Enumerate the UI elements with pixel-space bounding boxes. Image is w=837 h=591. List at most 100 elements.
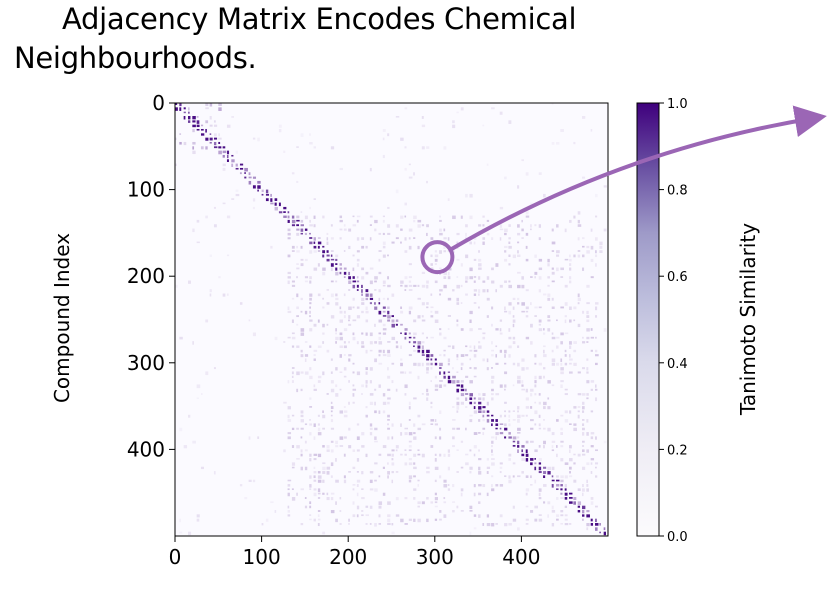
heatmap-cell [317, 293, 321, 297]
heatmap-cell [291, 345, 295, 348]
heatmap-cell [512, 475, 515, 478]
heatmap-cell [530, 440, 534, 443]
heatmap-cell [560, 267, 564, 271]
heatmap-cell [560, 445, 564, 448]
heatmap-cell [391, 319, 395, 323]
heatmap-cell [196, 397, 199, 400]
heatmap-cell [309, 406, 313, 408]
heatmap-cell [465, 276, 469, 280]
heatmap-cell [352, 319, 357, 322]
heatmap-cell [469, 393, 473, 397]
heatmap-cell [287, 336, 291, 339]
heatmap-cell [387, 514, 391, 518]
heatmap-cell [560, 514, 564, 517]
heatmap-cell [352, 224, 357, 227]
heatmap-cell [226, 150, 230, 155]
heatmap-cell [569, 263, 572, 266]
heatmap-cell [391, 380, 394, 384]
heatmap-cell [248, 479, 252, 482]
heatmap-cell [265, 189, 269, 194]
heatmap-cell [417, 375, 420, 380]
heatmap-cell [577, 211, 581, 215]
heatmap-cell [395, 224, 399, 228]
heatmap-cell [196, 384, 201, 389]
heatmap-cell [508, 453, 512, 457]
heatmap-cell [352, 297, 355, 301]
heatmap-cell [538, 258, 543, 262]
heatmap-cell [456, 258, 460, 261]
heatmap-cell [179, 531, 183, 534]
heatmap-cell [586, 419, 589, 423]
heatmap-cell [218, 276, 221, 279]
heatmap-cell [508, 414, 511, 418]
heatmap-cell [365, 371, 368, 375]
heatmap-cell [478, 306, 480, 309]
heatmap-cell [538, 458, 542, 462]
heatmap-cell [313, 384, 316, 388]
heatmap-cell [300, 371, 304, 374]
heatmap-cell [504, 354, 506, 358]
heatmap-cell [257, 137, 260, 142]
heatmap-cell [369, 341, 373, 345]
heatmap-cell [508, 254, 511, 258]
heatmap-cell [573, 349, 577, 353]
heatmap-cell [265, 518, 269, 522]
heatmap-cell [478, 466, 481, 471]
heatmap-cell [478, 258, 482, 262]
heatmap-cell [222, 167, 226, 171]
heatmap-cell [499, 284, 503, 288]
heatmap-cell [573, 306, 577, 310]
heatmap-cell [569, 445, 572, 449]
heatmap-cell [530, 228, 532, 231]
heatmap-cell [465, 224, 468, 228]
heatmap-cell [313, 423, 316, 428]
heatmap-cell [582, 427, 585, 431]
heatmap-cell [209, 254, 212, 257]
heatmap-cell [369, 280, 373, 285]
heatmap-cell [434, 505, 438, 508]
heatmap-cell [382, 310, 386, 313]
heatmap-cell [361, 245, 365, 249]
heatmap-cell [530, 341, 533, 345]
heatmap-cell [378, 232, 382, 235]
heatmap-cell [300, 310, 303, 313]
heatmap-cell [460, 107, 464, 111]
heatmap-cell [538, 427, 542, 430]
heatmap-cell [391, 471, 394, 474]
heatmap-cell [317, 237, 321, 239]
heatmap-cell [391, 423, 394, 427]
heatmap-cell [564, 488, 567, 491]
heatmap-cell [408, 458, 412, 461]
heatmap-cell [387, 397, 391, 400]
heatmap-cell [361, 514, 364, 517]
heatmap-cell [209, 133, 212, 135]
heatmap-cell [547, 297, 551, 301]
heatmap-cell [447, 345, 451, 348]
x-tick-label: 200 [329, 545, 367, 569]
heatmap-cell [330, 492, 335, 495]
heatmap-cell [426, 180, 428, 184]
heatmap-cell [322, 341, 325, 344]
heatmap-cell [287, 436, 291, 440]
heatmap-cell [595, 436, 597, 440]
heatmap-cell [508, 237, 511, 240]
heatmap-cell [512, 410, 515, 412]
heatmap-cell [434, 362, 438, 366]
heatmap-cell [564, 388, 568, 391]
heatmap-cell [400, 518, 404, 523]
heatmap-cell [330, 358, 333, 361]
heatmap-cell [434, 384, 439, 388]
heatmap-cell [369, 267, 374, 270]
heatmap-cell [417, 349, 421, 353]
heatmap-cell [521, 237, 524, 239]
heatmap-cell [408, 449, 412, 452]
heatmap-cell [326, 466, 331, 470]
heatmap-cell [564, 518, 568, 521]
heatmap-cell [175, 103, 178, 105]
heatmap-cell [356, 458, 360, 462]
heatmap-cell [469, 267, 473, 272]
heatmap-cell [547, 263, 550, 267]
heatmap-cell [348, 354, 352, 357]
heatmap-cell [569, 497, 573, 499]
heatmap-cell [443, 501, 447, 504]
